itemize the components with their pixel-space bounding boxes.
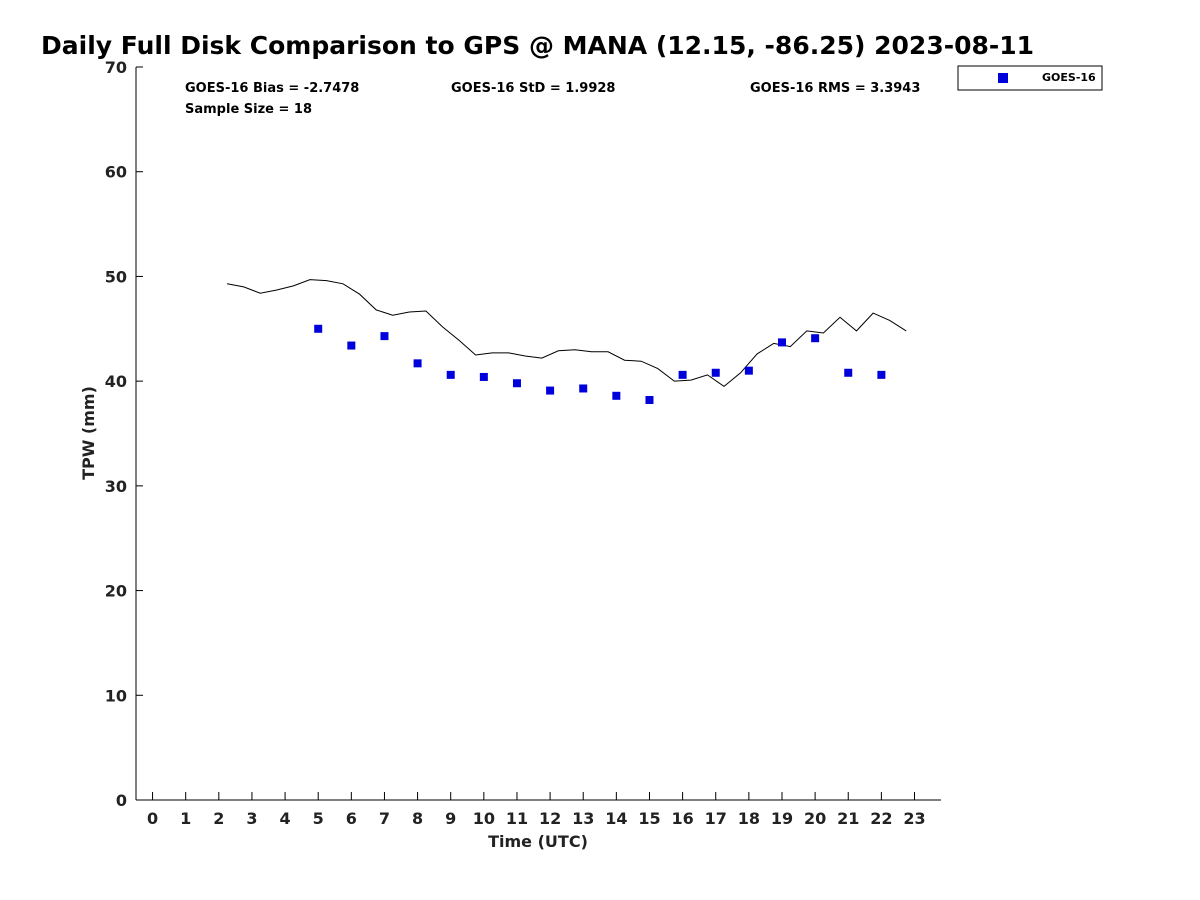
chart-title: Daily Full Disk Comparison to GPS @ MANA… xyxy=(41,31,1034,60)
x-tick-label: 17 xyxy=(705,809,727,828)
x-tick-label: 3 xyxy=(246,809,257,828)
y-tick-label: 30 xyxy=(105,477,127,496)
x-tick-label: 4 xyxy=(280,809,291,828)
legend-label-goes16: GOES-16 xyxy=(1042,71,1096,84)
y-tick-label: 50 xyxy=(105,267,127,286)
y-tick-label: 70 xyxy=(105,58,127,77)
stat-sample-size: Sample Size = 18 xyxy=(185,102,312,117)
goes16-point xyxy=(479,372,488,381)
x-tick-label: 6 xyxy=(346,809,357,828)
goes16-point xyxy=(777,338,786,347)
x-tick-label: 7 xyxy=(379,809,390,828)
goes16-point xyxy=(579,384,588,393)
goes16-point xyxy=(413,359,422,368)
x-ticks: 0 1 2 3 4 5 6 7 8 9 10 11 12 13 14 15 16 17 18 19 20 21 22 23 xyxy=(147,792,926,828)
stat-rms: GOES-16 RMS = 3.3943 xyxy=(750,81,920,96)
x-tick-label: 14 xyxy=(605,809,627,828)
goes16-point xyxy=(446,370,455,379)
goes16-point xyxy=(877,370,886,379)
x-tick-label: 8 xyxy=(412,809,423,828)
x-tick-label: 21 xyxy=(837,809,859,828)
goes16-point xyxy=(811,334,820,343)
x-tick-label: 13 xyxy=(572,809,594,828)
goes16-point xyxy=(380,332,389,341)
goes16-point xyxy=(711,368,720,377)
x-tick-label: 23 xyxy=(903,809,925,828)
x-tick-label: 16 xyxy=(671,809,693,828)
y-tick-label: 60 xyxy=(105,163,127,182)
x-tick-label: 10 xyxy=(473,809,495,828)
y-tick-label: 40 xyxy=(105,372,127,391)
y-axis-label: TPW (mm) xyxy=(79,386,98,480)
goes16-point xyxy=(512,379,521,388)
x-axis-label: Time (UTC) xyxy=(488,832,588,851)
stat-bias: GOES-16 Bias = -2.7478 xyxy=(185,81,359,96)
x-tick-label: 19 xyxy=(771,809,793,828)
goes16-point xyxy=(612,391,621,400)
x-tick-label: 20 xyxy=(804,809,826,828)
legend-box xyxy=(957,65,1103,91)
legend-marker-goes16 xyxy=(998,73,1008,83)
y-tick-label: 20 xyxy=(105,582,127,601)
goes16-point xyxy=(744,366,753,375)
stat-std: GOES-16 StD = 1.9928 xyxy=(451,81,615,96)
goes16-point xyxy=(347,341,356,350)
goes16-point xyxy=(844,368,853,377)
gps-line xyxy=(227,279,907,388)
legend: GOES-16 xyxy=(957,65,1103,91)
x-tick-label: 5 xyxy=(313,809,324,828)
x-tick-label: 2 xyxy=(213,809,224,828)
y-tick-label: 0 xyxy=(116,791,127,810)
series-layer xyxy=(227,279,907,404)
x-tick-label: 1 xyxy=(180,809,191,828)
x-tick-label: 9 xyxy=(445,809,456,828)
y-tick-label: 10 xyxy=(105,686,127,705)
goes16-point xyxy=(645,395,654,404)
y-ticks: 0 10 20 30 40 50 60 70 xyxy=(105,58,143,810)
goes16-point xyxy=(678,370,687,379)
x-tick-label: 18 xyxy=(738,809,760,828)
x-tick-label: 11 xyxy=(506,809,528,828)
x-tick-label: 15 xyxy=(638,809,660,828)
x-tick-label: 22 xyxy=(870,809,892,828)
x-tick-label: 12 xyxy=(539,809,561,828)
goes16-point xyxy=(546,386,555,395)
x-tick-label: 0 xyxy=(147,809,158,828)
goes16-point xyxy=(314,324,323,333)
